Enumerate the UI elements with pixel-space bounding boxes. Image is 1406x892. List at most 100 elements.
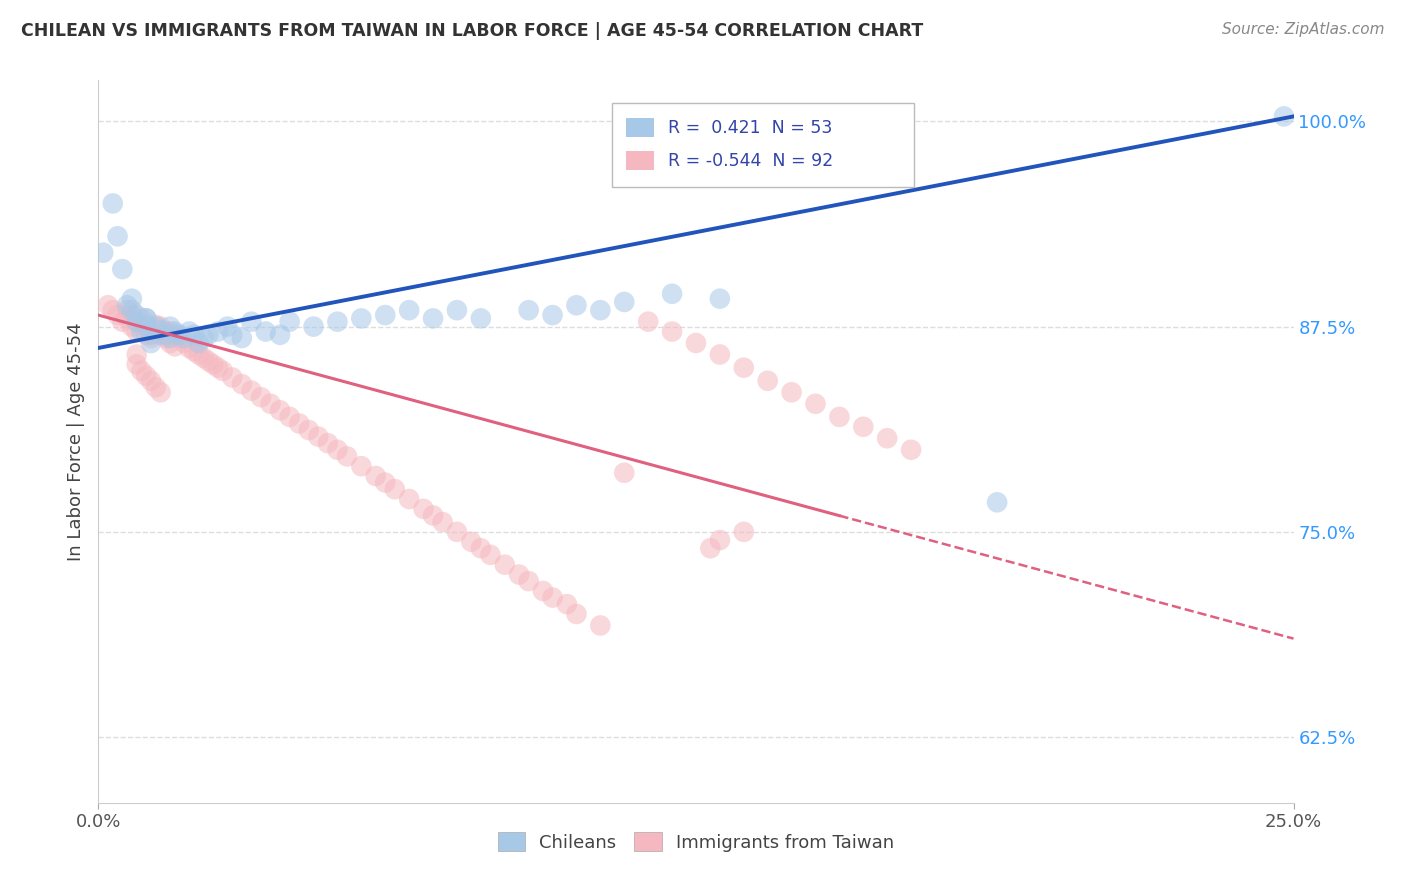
Point: [446, 303, 468, 318]
Point: [326, 315, 349, 329]
Point: [307, 429, 329, 443]
Point: [470, 311, 492, 326]
Point: [197, 354, 219, 368]
Point: [555, 597, 578, 611]
Point: [155, 325, 177, 339]
Point: [101, 303, 124, 318]
Point: [183, 327, 205, 342]
Point: [135, 327, 157, 342]
Point: [145, 380, 167, 394]
Point: [187, 347, 209, 361]
Point: [494, 558, 516, 572]
Point: [115, 298, 138, 312]
Point: [169, 331, 191, 345]
Point: [121, 292, 143, 306]
Point: [163, 325, 186, 339]
Text: CHILEAN VS IMMIGRANTS FROM TAIWAN IN LABOR FORCE | AGE 45-54 CORRELATION CHART: CHILEAN VS IMMIGRANTS FROM TAIWAN IN LAB…: [21, 22, 924, 40]
Point: [179, 325, 201, 339]
Point: [159, 319, 181, 334]
Text: R = -0.544  N = 92: R = -0.544 N = 92: [668, 152, 834, 169]
Point: [125, 315, 148, 329]
Point: [709, 533, 731, 547]
Point: [517, 303, 540, 318]
Point: [565, 607, 588, 621]
Point: [149, 323, 172, 337]
Point: [107, 308, 129, 322]
Point: [107, 229, 129, 244]
Point: [202, 357, 225, 371]
Point: [302, 319, 325, 334]
Point: [422, 311, 444, 326]
Point: [217, 319, 239, 334]
Point: [541, 591, 564, 605]
Point: [173, 336, 195, 351]
Point: [211, 364, 233, 378]
Point: [699, 541, 721, 556]
Point: [121, 308, 143, 322]
Point: [470, 541, 492, 556]
Point: [163, 339, 186, 353]
Point: [139, 325, 162, 339]
Point: [364, 469, 387, 483]
Point: [149, 327, 172, 342]
Point: [135, 311, 157, 326]
Point: [350, 311, 373, 326]
Point: [97, 298, 120, 312]
Point: [221, 370, 243, 384]
Point: [336, 450, 359, 464]
Point: [159, 331, 181, 345]
Point: [240, 315, 263, 329]
Point: [139, 336, 162, 351]
Point: [298, 423, 321, 437]
Point: [131, 364, 153, 378]
Point: [91, 245, 114, 260]
Point: [135, 319, 157, 334]
Point: [756, 374, 779, 388]
Point: [125, 347, 148, 361]
Point: [269, 403, 291, 417]
Point: [259, 397, 281, 411]
Text: Source: ZipAtlas.com: Source: ZipAtlas.com: [1222, 22, 1385, 37]
Point: [412, 501, 434, 516]
Point: [145, 325, 167, 339]
Point: [125, 308, 148, 322]
Point: [517, 574, 540, 588]
Point: [231, 331, 253, 345]
Point: [637, 315, 659, 329]
Point: [661, 286, 683, 301]
Point: [508, 567, 530, 582]
Point: [135, 318, 157, 332]
Point: [145, 319, 167, 334]
Point: [159, 325, 181, 339]
Point: [531, 584, 554, 599]
Point: [288, 417, 311, 431]
Point: [111, 315, 134, 329]
Point: [852, 419, 875, 434]
Point: [125, 357, 148, 371]
Point: [828, 409, 851, 424]
Point: [733, 360, 755, 375]
Point: [115, 311, 138, 326]
Text: R =  0.421  N = 53: R = 0.421 N = 53: [668, 119, 832, 136]
Point: [183, 344, 205, 359]
Point: [613, 295, 636, 310]
Point: [986, 495, 1008, 509]
Point: [221, 327, 243, 342]
Point: [135, 368, 157, 383]
Point: [139, 374, 162, 388]
Point: [589, 618, 612, 632]
Point: [446, 524, 468, 539]
Point: [432, 515, 454, 529]
Point: [125, 315, 148, 329]
Point: [326, 442, 349, 457]
Point: [613, 466, 636, 480]
Point: [139, 331, 162, 345]
Point: [733, 524, 755, 539]
Point: [155, 327, 177, 342]
Point: [169, 327, 191, 342]
Point: [278, 315, 301, 329]
Point: [685, 336, 707, 351]
Point: [541, 308, 564, 322]
Point: [460, 534, 482, 549]
Point: [155, 331, 177, 345]
